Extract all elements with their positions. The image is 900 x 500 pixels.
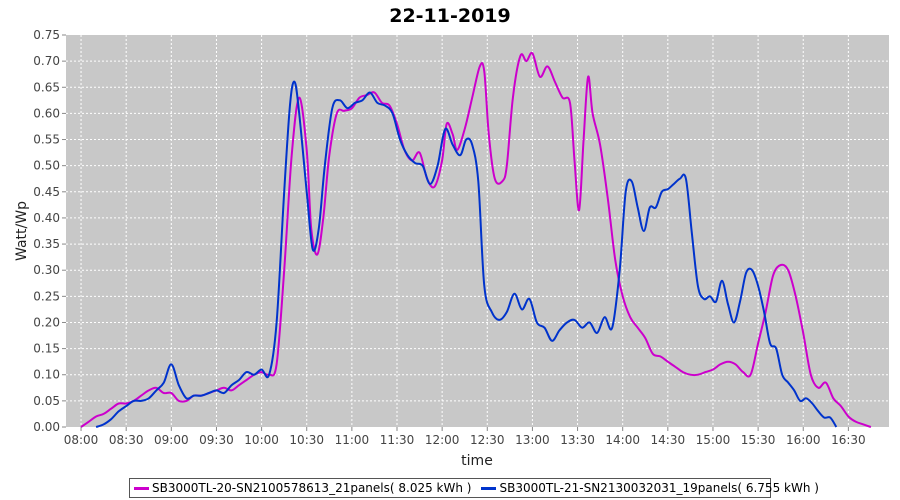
x-tick-label: 09:30 bbox=[199, 433, 234, 447]
y-tick-label: 0.35 bbox=[33, 237, 60, 251]
x-tick-label: 11:00 bbox=[335, 433, 370, 447]
gridlines bbox=[66, 35, 889, 427]
x-tick-label: 13:30 bbox=[560, 433, 595, 447]
y-tick-label: 0.00 bbox=[33, 420, 60, 434]
y-tick-label: 0.65 bbox=[33, 80, 60, 94]
y-tick-label: 0.05 bbox=[33, 394, 60, 408]
legend-item-series-2: SB3000TL-21-SN2130032031_19panels( 6.755… bbox=[481, 481, 819, 495]
x-tick-label: 11:30 bbox=[380, 433, 415, 447]
x-tick-label: 10:00 bbox=[244, 433, 279, 447]
x-tick-label: 08:30 bbox=[109, 433, 144, 447]
x-tick-label: 16:00 bbox=[786, 433, 821, 447]
y-tick-label: 0.30 bbox=[33, 263, 60, 277]
y-tick-label: 0.55 bbox=[33, 133, 60, 147]
x-axis-label: time bbox=[461, 453, 493, 469]
x-tick-label: 13:00 bbox=[515, 433, 550, 447]
plot-area bbox=[66, 35, 889, 427]
chart-legend: SB3000TL-20-SN2100578613_21panels( 8.025… bbox=[129, 478, 819, 498]
y-tick-label: 0.60 bbox=[33, 106, 60, 120]
series-line-1 bbox=[80, 51, 872, 428]
x-tick-label: 12:00 bbox=[425, 433, 460, 447]
x-tick-label: 15:30 bbox=[741, 433, 776, 447]
x-tick-label: 08:00 bbox=[64, 433, 99, 447]
y-tick-label: 0.50 bbox=[33, 159, 60, 173]
y-tick-label: 0.45 bbox=[33, 185, 60, 199]
x-tick-label: 10:30 bbox=[289, 433, 324, 447]
legend-label-series-2: SB3000TL-21-SN2130032031_19panels( 6.755… bbox=[499, 481, 819, 495]
y-tick-label: 0.10 bbox=[33, 368, 60, 382]
x-tick-label: 12:30 bbox=[470, 433, 505, 447]
x-axis-ticks: 08:00 08:30 09:00 09:30 10:00 10:30 11:00 11:30… bbox=[64, 427, 866, 447]
y-tick-label: 0.20 bbox=[33, 315, 60, 329]
y-tick-label: 0.25 bbox=[33, 289, 60, 303]
y-axis-ticks: 0.00 0.05 0.10 0.15 0.20 0.25 0.30 0.35 0.40 0.45… bbox=[33, 28, 66, 434]
y-tick-label: 0.70 bbox=[33, 54, 60, 68]
y-tick-label: 0.75 bbox=[33, 28, 60, 42]
legend-swatch-series-2 bbox=[481, 486, 497, 490]
legend-swatch-series-1 bbox=[134, 486, 149, 490]
x-tick-label: 14:30 bbox=[651, 433, 686, 447]
series-layer bbox=[80, 51, 872, 428]
series-line-2 bbox=[95, 80, 838, 428]
y-tick-label: 0.15 bbox=[33, 342, 60, 356]
x-tick-label: 14:00 bbox=[605, 433, 640, 447]
y-axis-label: Watt/Wp bbox=[14, 201, 30, 261]
x-tick-label: 16:30 bbox=[831, 433, 866, 447]
legend-item-series-1: SB3000TL-20-SN2100578613_21panels( 8.025… bbox=[134, 481, 471, 495]
y-tick-label: 0.40 bbox=[33, 211, 60, 225]
chart-title: 22-11-2019 bbox=[389, 5, 511, 27]
x-tick-label: 09:00 bbox=[154, 433, 189, 447]
x-tick-label: 15:00 bbox=[696, 433, 731, 447]
legend-label-series-1: SB3000TL-20-SN2100578613_21panels( 8.025… bbox=[152, 481, 472, 495]
